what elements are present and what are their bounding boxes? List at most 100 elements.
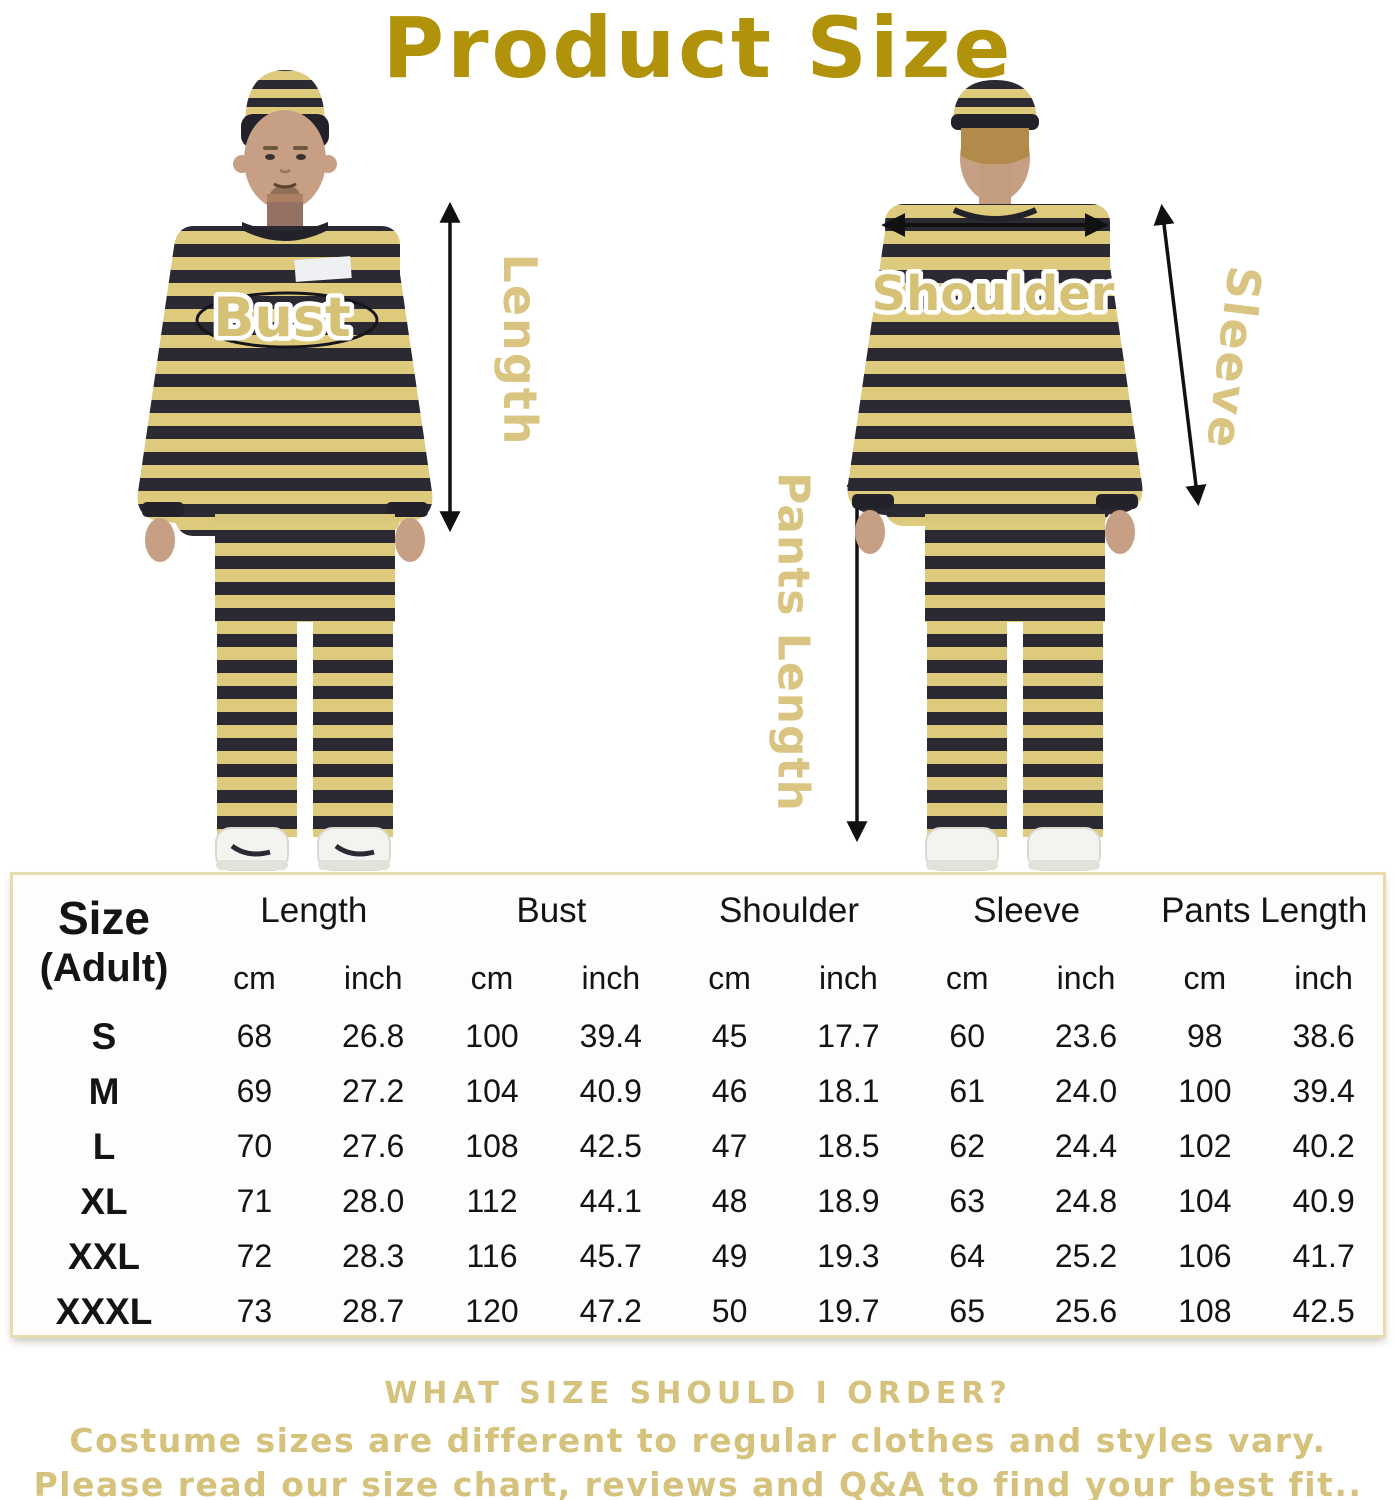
measurement-value: 41.7 [1292,1238,1355,1274]
table-unit-header-row: cm inch cm inch cm inch cm inch cm inch [13,947,1383,1009]
measurement-value: 25.6 [1054,1293,1118,1329]
measurement-value: 25.2 [1054,1238,1118,1274]
measurement-value: 17.7 [817,1018,880,1054]
measurement-value: 108 [1178,1293,1232,1329]
measurement-value: 47.2 [579,1293,642,1329]
measurement-value: 120 [465,1293,519,1329]
measurement-value: 104 [465,1073,519,1109]
measurement-value: 49 [711,1238,748,1274]
measurement-value: 27.6 [342,1128,405,1164]
unit-inch: inch [343,959,403,996]
table-row: S 68 26.8 100 39.4 45 17.7 60 23.6 98 38.6 [13,1009,1383,1064]
length-measure-arrow [439,201,461,533]
measurement-value: 28.0 [342,1183,405,1219]
sleeve-measure-arrow [1153,203,1207,507]
unit-cm: cm [945,959,989,996]
column-header-length: Length [260,891,368,930]
table-row: XL 71 28.0 112 44.1 48 18.9 63 24.8 104 40.9 [13,1174,1383,1229]
bust-measure-line [195,291,379,349]
measurement-value: 44.1 [579,1183,642,1219]
table-row: L 70 27.6 108 42.5 47 18.5 62 24.4 102 40.2 [13,1119,1383,1174]
striped-shirt-back [847,204,1143,526]
page-title: Product Size [382,0,1014,97]
measurement-value: 19.7 [817,1293,880,1329]
front-model-photo: Bust [137,70,433,871]
measurement-value: 19.3 [817,1238,880,1274]
footer-note: WHAT SIZE SHOULD I ORDER? Costume sizes … [0,1376,1396,1500]
footer-question: WHAT SIZE SHOULD I ORDER? [384,1376,1012,1411]
column-header-pants-length: Pants Length [1161,891,1368,930]
table-group-header-row: Size (Adult) Length Bust Shoulder Sleeve… [13,875,1383,990]
measurement-value: 102 [1178,1128,1232,1164]
measurement-value: 69 [236,1073,273,1109]
measurement-value: 39.4 [579,1018,642,1054]
measurement-value: 61 [949,1073,985,1109]
size-cell: M [88,1070,120,1112]
length-label: Length [493,253,547,447]
measurement-value: 24.8 [1054,1183,1118,1219]
adult-header-label: (Adult) [39,946,169,990]
shoulder-label: Shoulder [872,266,1115,322]
measurement-value: 46 [711,1073,748,1109]
measurement-value: 38.6 [1292,1018,1355,1054]
size-header-label: Size [57,892,151,944]
size-cell: S [91,1015,117,1057]
back-model-photo: Shoulder [847,80,1143,871]
unit-cm: cm [470,959,514,996]
measurement-value: 48 [711,1183,748,1219]
neck [979,164,1011,208]
measurement-value: 73 [236,1293,273,1329]
size-cell: XXL [68,1235,140,1277]
measurement-value: 65 [949,1293,985,1329]
measurement-value: 23.6 [1054,1018,1118,1054]
measurement-value: 106 [1178,1238,1232,1274]
size-table-body: S 68 26.8 100 39.4 45 17.7 60 23.6 98 38.6 M 69 27.2 1… [13,1009,1383,1339]
measurement-value: 104 [1178,1183,1232,1219]
measurement-value: 100 [1178,1073,1232,1109]
measurement-value: 45.7 [579,1238,642,1274]
measurement-value: 42.5 [579,1128,642,1164]
column-header-shoulder: Shoulder [718,891,860,930]
measurement-value: 71 [236,1183,273,1219]
size-adult-header: Size (Adult) [13,875,195,1009]
size-cell: L [92,1125,116,1167]
table-row: XXXL 73 28.7 120 47.2 50 19.7 65 25.6 108 42.5 [13,1284,1383,1339]
unit-cm: cm [708,959,751,996]
unit-inch: inch [1294,959,1353,996]
striped-shirt [137,222,433,536]
unit-inch: inch [581,959,641,996]
measurement-value: 72 [236,1238,273,1274]
unit-inch: inch [819,959,878,996]
measurement-value: 98 [1187,1018,1223,1054]
measurement-value: 26.8 [342,1018,405,1054]
measurement-value: 18.9 [817,1183,880,1219]
measurement-value: 24.4 [1054,1128,1118,1164]
sneakers [215,827,391,871]
unit-cm: cm [233,959,276,996]
measurement-value: 50 [711,1293,748,1329]
measurement-value: 116 [466,1238,518,1274]
footer-advice-2: Please read our size chart, reviews and … [33,1465,1363,1500]
column-header-sleeve: Sleeve [973,891,1081,930]
size-cell: XL [80,1180,128,1222]
measurement-value: 112 [466,1183,518,1219]
measurement-value: 40.2 [1292,1128,1355,1164]
measurement-value: 70 [236,1128,273,1164]
measurement-value: 60 [949,1018,985,1054]
hand [1105,510,1135,554]
measurement-value: 28.3 [342,1238,405,1274]
measurement-value: 68 [236,1018,273,1054]
striped-pants [215,514,395,837]
measurement-value: 40.9 [1292,1183,1355,1219]
measurement-value: 108 [465,1128,519,1164]
measurement-value: 40.9 [579,1073,642,1109]
column-header-bust: Bust [516,891,587,930]
striped-hat-icon [951,80,1039,130]
hand [145,518,175,562]
size-table: Size (Adult) Length Bust Shoulder Sleeve… [10,872,1386,1338]
measurement-value: 64 [949,1238,985,1274]
footer-advice-1: Costume sizes are different to regular c… [69,1421,1327,1460]
pants-length-label: Pants Length [767,472,819,812]
unit-cm: cm [1183,959,1227,996]
table-row: M 69 27.2 104 40.9 46 18.1 61 24.0 100 39.4 [13,1064,1383,1119]
